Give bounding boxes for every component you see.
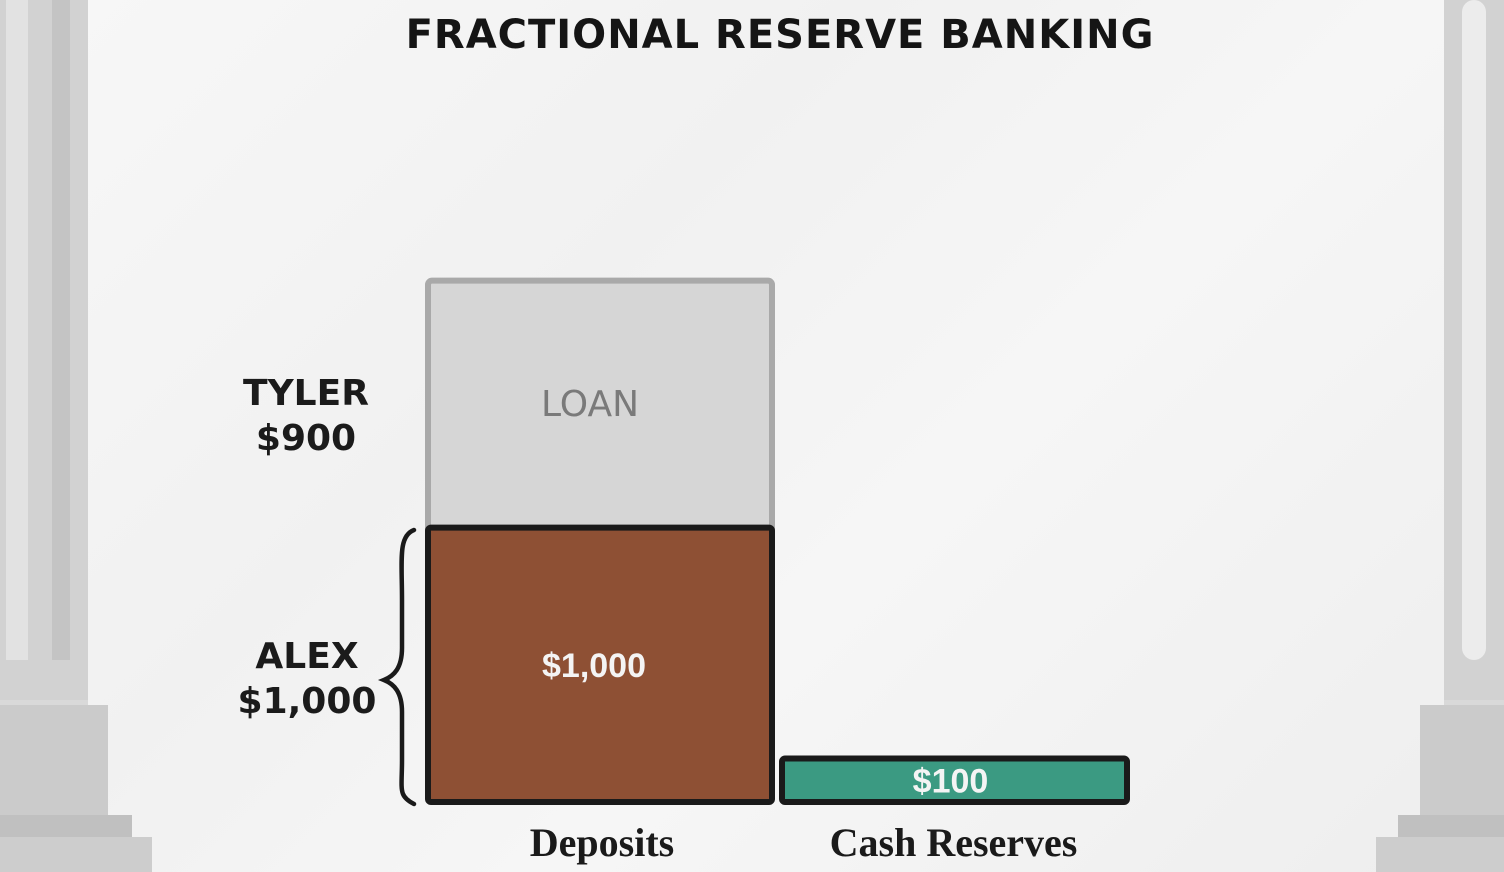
deposit-value-label: $1,000 [542,647,646,685]
tyler-amount-label: $900 [256,418,356,459]
category-label-deposits: Deposits [530,820,674,865]
left-pillar-icon [0,0,152,872]
category-label-cash-reserves: Cash Reserves [830,820,1078,865]
bar-cash-reserve [779,755,1130,805]
chart-title: FRACTIONAL RESERVE BANKING [406,12,1155,58]
curly-brace-icon [377,527,417,807]
alex-amount-label: $1,000 [238,681,377,722]
bar-alex-deposit [425,524,775,805]
reserve-value-label: $100 [913,762,989,800]
tyler-name-label: TYLER [243,373,369,414]
right-pillar-icon [1376,0,1504,872]
alex-name-label: ALEX [255,636,358,677]
loan-label: LOAN [541,384,639,425]
